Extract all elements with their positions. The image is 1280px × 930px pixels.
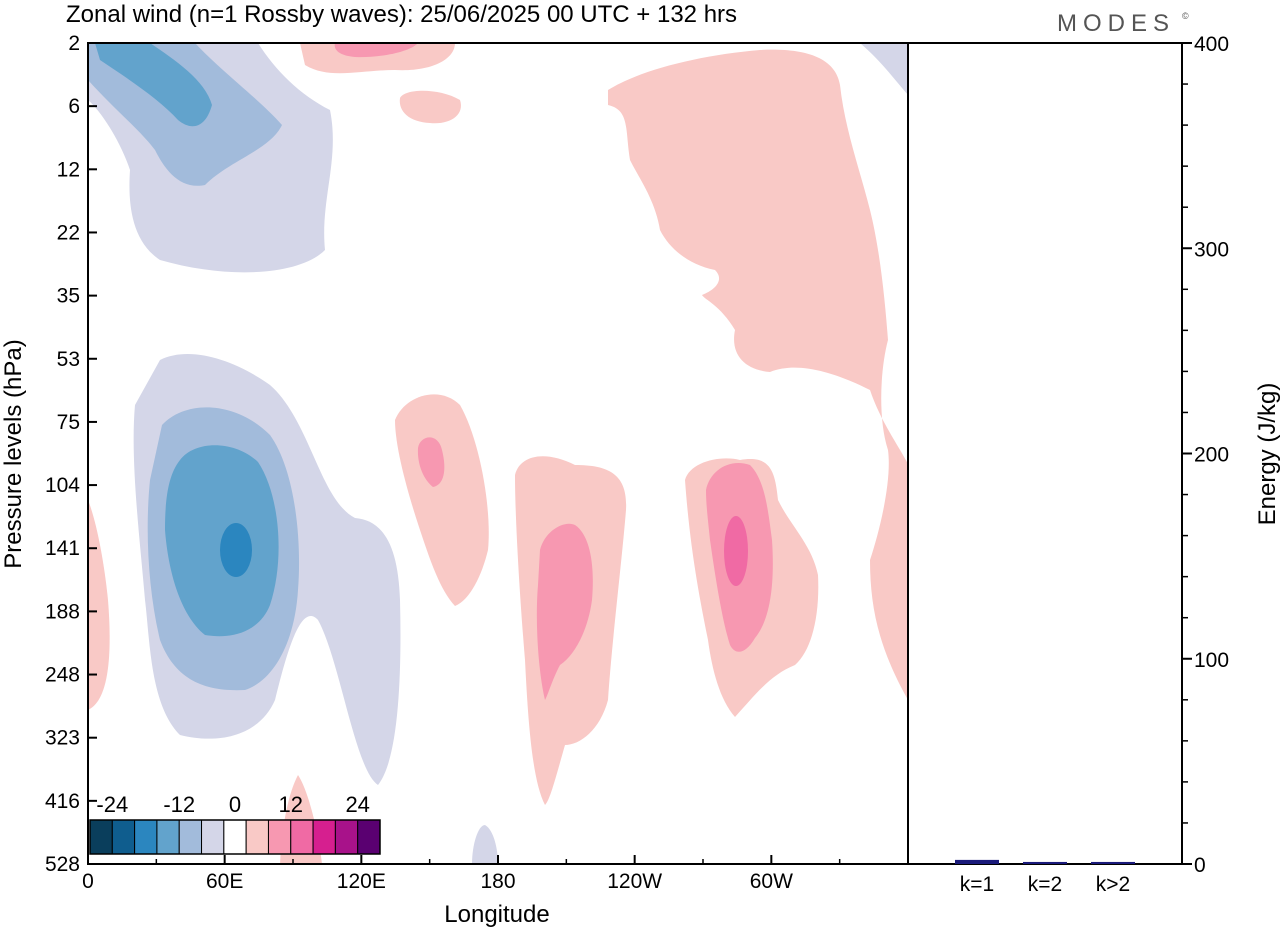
x-axis-label: Longitude (444, 901, 549, 928)
colorbar-swatch (223, 819, 247, 855)
x-tick-label: 120W (607, 870, 662, 893)
colorbar-swatch (357, 819, 381, 855)
y-tick-label: 104 (45, 474, 80, 497)
colorbar-swatch (201, 819, 225, 855)
energy-tick-label: 200 (1194, 444, 1229, 467)
y-tick-label: 188 (45, 600, 80, 623)
y-tick-label: 2 (68, 32, 80, 55)
y-tick-label: 53 (57, 348, 80, 371)
x-tick-label: 120E (337, 870, 386, 893)
heatmap-ticks: 0 60E 120E 180 120W 60W 2 6 12 22 35 53 75 104 141 188 2… (45, 32, 841, 893)
y-tick-label: 12 (57, 158, 80, 181)
colorbar-swatch (334, 819, 359, 855)
contour-neg-upper-inner (95, 43, 212, 127)
colorbar-swatch (156, 819, 180, 855)
contour-neg-main-core (220, 523, 252, 577)
energy-tick-label: 0 (1194, 854, 1206, 877)
contour-pos-160w-mid (536, 523, 593, 700)
colorbar-tick-label: 12 (279, 792, 303, 817)
energy-bars: k=1 k=2 k>2 (955, 859, 1135, 896)
x-tick-label: 60E (206, 870, 243, 893)
y-tick-label: 528 (45, 853, 80, 876)
colorbar-swatch (267, 819, 292, 855)
energy-panel: 0 100 200 300 400 k=1 k=2 k>2 Energy (J/kg) (908, 33, 1280, 896)
x-tick-label: 180 (480, 870, 515, 893)
modes-logo-mark: © (1182, 11, 1189, 21)
colorbar-swatch (89, 819, 113, 855)
colorbar-swatch (111, 819, 136, 855)
y-tick-label: 141 (45, 537, 80, 560)
x-tick-label: 0 (82, 870, 94, 893)
modes-logo: MODES (1057, 10, 1175, 37)
y-tick-label: 35 (57, 285, 80, 308)
colorbar-swatch (290, 819, 314, 855)
energy-tick-label: 100 (1194, 649, 1229, 672)
energy-ticks: 0 100 200 300 400 (1182, 33, 1229, 877)
energy-bar (1091, 861, 1135, 864)
energy-bar-label: k>2 (1096, 873, 1130, 896)
y-axis-label: Pressure levels (hPa) (0, 339, 27, 568)
energy-bar-label: k=1 (960, 873, 994, 896)
y-tick-label: 248 (45, 664, 80, 687)
colorbar-swatch (178, 819, 203, 855)
energy-tick-label: 300 (1194, 238, 1229, 261)
colorbar-tick-label: -24 (96, 792, 128, 817)
energy-tick-label: 400 (1194, 33, 1229, 56)
chart-title: Zonal wind (n=1 Rossby waves): 25/06/202… (66, 1, 737, 28)
colorbar-tick-label: 24 (345, 792, 369, 817)
colorbar-frame (89, 819, 381, 855)
energy-axis-label: Energy (J/kg) (1254, 383, 1280, 526)
colorbar-swatch (312, 819, 336, 855)
y-tick-label: 323 (45, 727, 80, 750)
colorbar: -24 -12 0 12 24 (89, 792, 381, 855)
contour-pos-left-edge (88, 500, 110, 710)
energy-bar (1023, 861, 1067, 864)
colorbar-tick-label: -12 (163, 792, 195, 817)
y-tick-label: 416 (45, 790, 80, 813)
colorbar-swatch (134, 819, 158, 855)
colorbar-tick-label: 0 (229, 792, 241, 817)
contour-fills (88, 43, 908, 864)
x-tick-label: 60W (750, 870, 793, 893)
heatmap-panel: 0 60E 120E 180 120W 60W 2 6 12 22 35 53 75 104 141 188 2… (0, 32, 909, 928)
contour-pos-70w-core (724, 516, 748, 586)
energy-bar-label: k=2 (1028, 873, 1062, 896)
contour-pos-top-dot (399, 90, 461, 124)
y-tick-label: 22 (57, 221, 80, 244)
contour-neg-bottom (472, 825, 498, 864)
y-tick-label: 75 (57, 411, 80, 434)
contour-neg-corner (860, 43, 908, 95)
colorbar-swatch (245, 819, 269, 855)
contour-pos-top-core (334, 43, 418, 58)
contour-pos-150e-inner (417, 437, 445, 487)
y-tick-label: 6 (68, 95, 80, 118)
energy-bar (955, 859, 999, 864)
contour-pos-upper-right (608, 49, 908, 701)
